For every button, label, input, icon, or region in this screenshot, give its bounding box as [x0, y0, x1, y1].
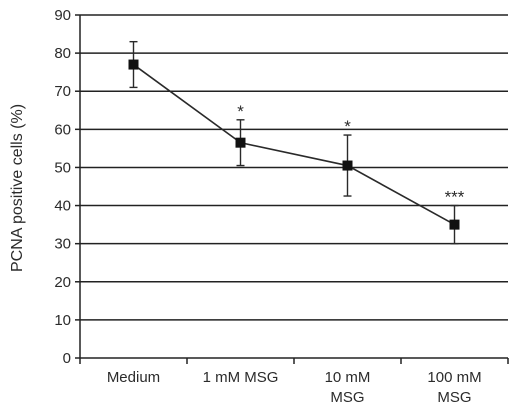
y-tick-label: 20 [54, 274, 71, 291]
x-tick-label: 100 mM MSG [427, 369, 481, 406]
significance-label: *** [445, 188, 465, 207]
significance-label: * [237, 102, 244, 121]
axes [75, 14, 509, 364]
y-tick-label: 50 [54, 159, 71, 176]
x-tick-label: 1 mM MSG [203, 369, 279, 386]
data-point [235, 137, 246, 148]
y-tick-label: 30 [54, 236, 71, 253]
y-axis-label: PCNA positive cells (%) [9, 104, 26, 272]
y-tick-labels: 0 10 20 30 40 50 60 70 80 90 [54, 7, 71, 367]
series-line [133, 63, 455, 226]
y-tick-label: 90 [54, 7, 71, 24]
y-tick-label: 10 [54, 312, 71, 329]
significance-label: * [344, 117, 351, 136]
y-tick-label: 40 [54, 198, 71, 215]
y-tick-label: 80 [54, 45, 71, 62]
series: ***** [128, 40, 465, 245]
grid-lines [80, 14, 508, 321]
data-point [342, 160, 353, 171]
data-point [449, 219, 460, 230]
y-tick-label: 0 [63, 350, 71, 367]
x-tick-labels: Medium 1 mM MSG 10 mM MSG 100 mM MSG [107, 369, 482, 406]
y-tick-label: 60 [54, 121, 71, 138]
data-point [128, 59, 139, 70]
x-tick-label: 10 mM MSG [325, 369, 371, 406]
y-tick-label: 70 [54, 83, 71, 100]
x-tick-label: Medium [107, 369, 160, 386]
